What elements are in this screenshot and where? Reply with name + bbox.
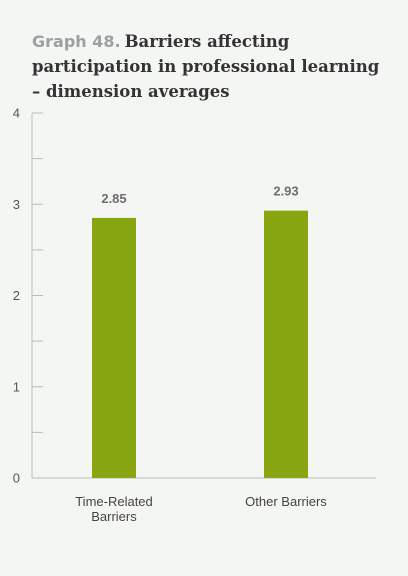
bar	[264, 210, 308, 478]
x-category-label: Other Barriers	[245, 494, 327, 509]
y-tick-label: 4	[13, 106, 20, 121]
y-tick-label: 1	[13, 379, 20, 394]
y-tick-label: 0	[13, 471, 20, 486]
bar-value-label: 2.85	[101, 191, 126, 206]
bar	[92, 217, 136, 478]
y-tick-label: 2	[13, 288, 20, 303]
x-category-label: Time-Related	[75, 494, 153, 509]
chart-title: Barriers affecting participation in prof…	[32, 32, 380, 101]
graph-number-label: Graph 48.	[32, 32, 121, 51]
chart-title-block: Graph 48. Barriers affecting participati…	[32, 30, 392, 105]
bar-value-label: 2.93	[273, 184, 298, 199]
x-category-label: Barriers	[91, 509, 137, 524]
y-tick-label: 3	[13, 197, 20, 212]
